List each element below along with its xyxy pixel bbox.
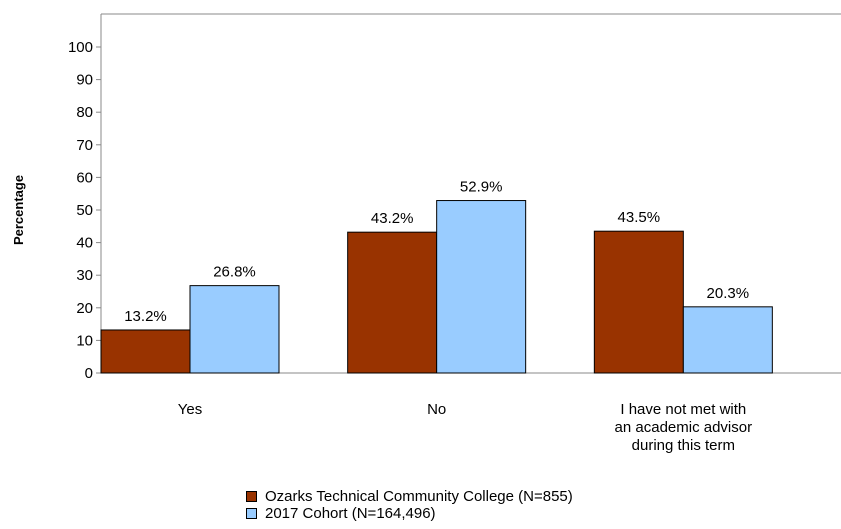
y-tick-label: 70 — [76, 137, 93, 154]
bar — [436, 200, 527, 374]
y-axis-title: Percentage — [11, 175, 26, 245]
data-label: 43.2% — [371, 210, 414, 227]
bar — [347, 231, 438, 374]
data-label: 52.9% — [460, 179, 503, 196]
y-tick-label: 0 — [85, 365, 93, 382]
y-tick-label: 10 — [76, 332, 93, 349]
y-axis: 0 10 20 30 40 50 60 70 80 90 100 — [68, 39, 101, 382]
data-label: 20.3% — [707, 285, 750, 302]
y-tick-label: 90 — [76, 72, 93, 89]
y-tick-label: 30 — [76, 267, 93, 284]
legend-item-ozarks: Ozarks Technical Community College (N=85… — [246, 488, 573, 505]
bar — [189, 285, 280, 374]
y-tick-label: 60 — [76, 169, 93, 186]
bars: 13.2% 26.8% 43.2% 52.9% 43.5% 20.3% — [100, 179, 773, 374]
y-tick-label: 20 — [76, 300, 93, 317]
y-tick-label: 50 — [76, 202, 93, 219]
legend-label-cohort: 2017 Cohort (N=164,496) — [265, 505, 436, 522]
x-tick-label: I have not met with — [620, 401, 746, 418]
data-label: 13.2% — [124, 308, 167, 325]
bar — [100, 329, 191, 374]
x-tick-label: Yes — [178, 401, 202, 418]
legend-swatch-cohort — [246, 508, 257, 519]
y-tick-label: 40 — [76, 235, 93, 252]
legend-swatch-ozarks — [246, 491, 257, 502]
legend-label-ozarks: Ozarks Technical Community College (N=85… — [265, 488, 573, 505]
x-tick-label: during this term — [632, 437, 735, 454]
x-tick-label: an academic advisor — [615, 419, 753, 436]
data-label: 43.5% — [618, 209, 661, 226]
bar — [682, 306, 773, 374]
data-label: 26.8% — [213, 264, 256, 281]
legend-item-cohort: 2017 Cohort (N=164,496) — [246, 505, 573, 522]
legend: Ozarks Technical Community College (N=85… — [246, 488, 573, 522]
x-tick-label: No — [427, 401, 446, 418]
y-tick-label: 100 — [68, 39, 93, 56]
bar — [593, 230, 684, 374]
y-tick-label: 80 — [76, 104, 93, 121]
